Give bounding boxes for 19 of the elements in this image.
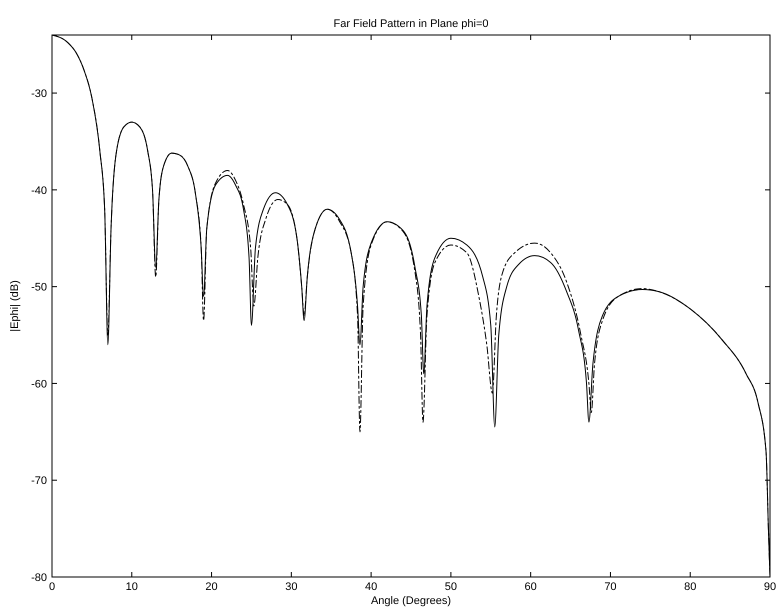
x-tick-label: 40 xyxy=(364,581,378,593)
x-tick-label: 30 xyxy=(285,581,298,593)
x-tick-label: 10 xyxy=(126,581,138,593)
y-tick-label: -60 xyxy=(31,378,47,390)
x-axis-title: Angle (Degrees) xyxy=(370,595,452,607)
chart-title: Far Field Pattern in Plane phi=0 xyxy=(333,18,489,30)
y-tick-label: -70 xyxy=(31,475,47,488)
y-tick-label: -80 xyxy=(31,572,47,584)
y-tick-label: -50 xyxy=(31,282,47,294)
x-tick-label: 70 xyxy=(604,581,617,593)
x-tick-label: 20 xyxy=(205,581,218,593)
x-tick-label: 50 xyxy=(444,581,458,593)
x-tick-label: 0 xyxy=(48,581,56,593)
y-axis-title: |Ephi| (dB) xyxy=(9,280,21,332)
x-tick-label: 80 xyxy=(684,581,696,593)
x-tick-label: 90 xyxy=(764,581,776,593)
y-tick-label: -40 xyxy=(31,184,47,197)
y-tick-label: -30 xyxy=(31,88,47,100)
x-tick-label: 60 xyxy=(524,581,537,593)
